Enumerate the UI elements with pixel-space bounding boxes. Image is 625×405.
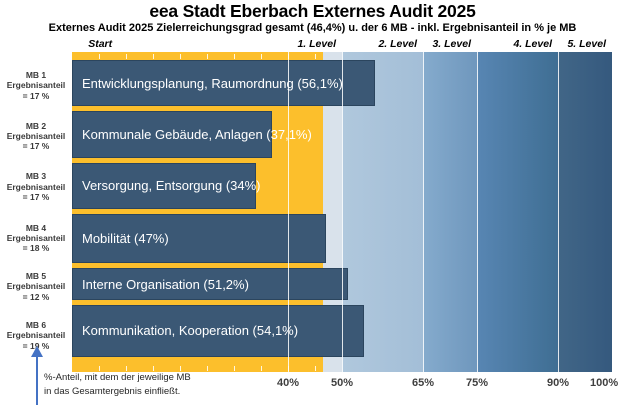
x-axis-tick-label: 100% bbox=[590, 377, 619, 389]
mb-bar-label: Entwicklungsplanung, Raumordnung (56,1%) bbox=[82, 75, 343, 91]
scale-tick bbox=[126, 54, 127, 59]
table-row: Kommunale Gebäude, Anlagen (37,1%) bbox=[72, 111, 612, 162]
scale-tick bbox=[234, 54, 235, 59]
table-row: Entwicklungsplanung, Raumordnung (56,1%) bbox=[72, 60, 612, 111]
mb-label-line: Ergebnisanteil bbox=[6, 281, 66, 292]
gridline bbox=[423, 52, 424, 372]
x-axis-labels: 40% 50% 65% 75% 90% 100% bbox=[72, 377, 618, 393]
footnote-line1: %-Anteil, mit dem der jeweilige MB bbox=[44, 372, 191, 383]
chart-subtitle: Externes Audit 2025 Zielerreichungsgrad … bbox=[48, 22, 577, 34]
scale-tick bbox=[180, 366, 181, 371]
mb-label: MB 1 Ergebnisanteil = 17 % bbox=[0, 60, 72, 111]
x-axis-tick-label: 75% bbox=[465, 377, 489, 389]
scale-tick bbox=[180, 54, 181, 59]
weight-arrow-icon bbox=[31, 346, 43, 405]
chart-title: eea Stadt Eberbach Externes Audit 2025 bbox=[149, 1, 476, 21]
x-axis-tick-label: 50% bbox=[330, 377, 354, 389]
header-level-label: 2. Level bbox=[378, 38, 417, 50]
header-start-label: Start bbox=[88, 38, 113, 50]
mb-label: MB 3 Ergebnisanteil = 17 % bbox=[0, 161, 72, 212]
gridline bbox=[342, 52, 343, 372]
zone-level-3 bbox=[423, 52, 477, 372]
plot-area: Entwicklungsplanung, Raumordnung (56,1%)… bbox=[72, 52, 612, 372]
mb-label-line: MB 1 bbox=[25, 69, 47, 80]
scale-tick bbox=[207, 366, 208, 371]
scale-tick bbox=[153, 54, 154, 59]
mb-label-column: MB 1 Ergebnisanteil = 17 % MB 2 Ergebnisante… bbox=[0, 60, 72, 362]
mb-bar: Interne Organisation (51,2%) bbox=[72, 268, 349, 300]
mb-label-line: = 19 % bbox=[22, 340, 50, 351]
scale-tick bbox=[234, 366, 235, 371]
x-axis-tick-label: 90% bbox=[546, 377, 570, 389]
scale-tick bbox=[126, 366, 127, 371]
mb-bar-label: Versorgung, Entsorgung (34%) bbox=[82, 178, 261, 194]
mb-label-line: MB 6 bbox=[25, 319, 47, 330]
mb-label-line: = 17 % bbox=[22, 90, 50, 101]
mb-bar-label: Kommunale Gebäude, Anlagen (37,1%) bbox=[82, 127, 312, 143]
footnote: %-Anteil, mit dem der jeweilige MB in da… bbox=[44, 371, 191, 400]
header-level-label: 5. Level bbox=[567, 38, 606, 50]
gridline bbox=[558, 52, 559, 372]
mb-bar-label: Mobilität (47%) bbox=[82, 231, 169, 247]
mb-label-line: MB 4 bbox=[25, 222, 47, 233]
mb-label-line: Ergebnisanteil bbox=[6, 232, 66, 243]
scale-tick bbox=[315, 366, 316, 371]
gridline bbox=[477, 52, 478, 372]
level-header-row: Start 1. Level 2. Level 3. Level 4. Level 5.… bbox=[72, 38, 612, 52]
scale-tick bbox=[315, 54, 316, 59]
table-row: Mobilität (47%) bbox=[72, 214, 612, 268]
mb-label-line: = 17 % bbox=[22, 141, 50, 152]
mb-bar-label: Interne Organisation (51,2%) bbox=[82, 276, 249, 292]
mb-label-line: MB 2 bbox=[25, 120, 47, 131]
mb-label-line: MB 3 bbox=[25, 171, 47, 182]
mb-bar-label: Kommunikation, Kooperation (54,1%) bbox=[82, 323, 299, 339]
table-row: Versorgung, Entsorgung (34%) bbox=[72, 162, 612, 214]
mb-bar: Kommunale Gebäude, Anlagen (37,1%) bbox=[72, 111, 312, 158]
mb-label-line: Ergebnisanteil bbox=[6, 130, 66, 141]
mb-bar: Mobilität (47%) bbox=[72, 214, 326, 264]
mb-label: MB 5 Ergebnisanteil = 12 % bbox=[0, 264, 72, 309]
mb-label-line: Ergebnisanteil bbox=[6, 181, 66, 192]
x-axis-tick-label: 40% bbox=[276, 377, 300, 389]
scale-tick bbox=[207, 54, 208, 59]
mb-label-line: MB 5 bbox=[25, 270, 47, 281]
header-level-label: 4. Level bbox=[513, 38, 552, 50]
scale-tick bbox=[153, 366, 154, 371]
mb-bar: Kommunikation, Kooperation (54,1%) bbox=[72, 304, 365, 357]
bar-rows: Entwicklungsplanung, Raumordnung (56,1%)… bbox=[72, 60, 612, 362]
mb-label-line: = 17 % bbox=[22, 191, 50, 202]
mb-label-line: = 18 % bbox=[22, 243, 50, 254]
mb-label-line: = 12 % bbox=[22, 291, 50, 302]
mb-bar: Versorgung, Entsorgung (34%) bbox=[72, 162, 261, 210]
mb-label: MB 6 Ergebnisanteil = 19 % bbox=[0, 309, 72, 362]
table-row: Kommunikation, Kooperation (54,1%) bbox=[72, 304, 612, 362]
mb-bar: Entwicklungsplanung, Raumordnung (56,1%) bbox=[72, 60, 375, 107]
gridline bbox=[288, 52, 289, 372]
mb-label-line: Ergebnisanteil bbox=[6, 80, 66, 91]
scale-tick bbox=[99, 366, 100, 371]
footnote-line2: in das Gesamtergebnis einfließt. bbox=[44, 386, 181, 398]
scale-tick bbox=[99, 54, 100, 59]
zone-level-4 bbox=[477, 52, 558, 372]
mb-label: MB 4 Ergebnisanteil = 18 % bbox=[0, 212, 72, 264]
x-axis-tick-label: 65% bbox=[411, 377, 435, 389]
header-level-label: 3. Level bbox=[432, 38, 471, 50]
table-row: Interne Organisation (51,2%) bbox=[72, 268, 612, 304]
mb-label-line: Ergebnisanteil bbox=[6, 330, 66, 341]
zone-level-5 bbox=[558, 52, 612, 372]
header-level-label: 1. Level bbox=[297, 38, 336, 50]
scale-tick bbox=[261, 54, 262, 59]
scale-tick bbox=[261, 366, 262, 371]
mb-label: MB 2 Ergebnisanteil = 17 % bbox=[0, 111, 72, 162]
